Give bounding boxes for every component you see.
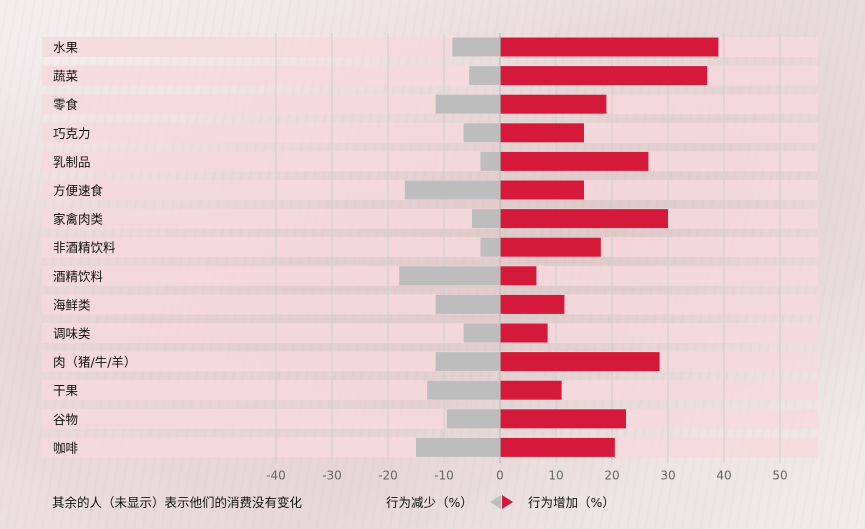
- bar-decrease: [463, 323, 500, 343]
- x-tick-label: 40: [716, 468, 731, 482]
- bar-decrease: [435, 294, 500, 314]
- row-band: [42, 151, 818, 172]
- bar-increase: [500, 437, 615, 457]
- bar-increase: [500, 66, 708, 86]
- x-tick-label: -20: [378, 468, 398, 482]
- bar-increase: [500, 294, 565, 314]
- category-label: 肉（猪/牛/羊）: [53, 355, 136, 370]
- x-tick-label: -40: [266, 468, 286, 482]
- legend-increase-arrow-icon: [502, 495, 513, 509]
- category-label: 酒精饮料: [53, 269, 104, 284]
- bar-decrease: [427, 380, 500, 400]
- row-band: [42, 351, 818, 372]
- category-label: 水果: [53, 40, 79, 55]
- bar-increase: [500, 123, 584, 143]
- footer-note: 其余的人（未显示）表示他们的消费没有变化: [52, 495, 303, 510]
- row-band: [42, 237, 818, 258]
- row-band: [42, 208, 818, 229]
- x-tick-label: 20: [604, 468, 619, 482]
- bar-decrease: [469, 66, 500, 86]
- category-label: 蔬菜: [53, 69, 79, 84]
- bar-decrease: [399, 266, 500, 286]
- x-tick-label: 0: [496, 468, 504, 482]
- category-label: 咖啡: [53, 440, 79, 455]
- x-tick-label: 50: [772, 468, 787, 482]
- bar-increase: [500, 37, 719, 57]
- bar-increase: [500, 94, 607, 114]
- category-label: 调味类: [53, 326, 91, 341]
- bar-increase: [500, 380, 562, 400]
- bar-decrease: [446, 409, 500, 429]
- category-label: 家禽肉类: [53, 212, 104, 227]
- bar-increase: [500, 266, 537, 286]
- row-band: [42, 122, 818, 143]
- category-label: 海鲜类: [53, 297, 91, 312]
- row-band: [42, 408, 818, 429]
- bar-decrease: [463, 123, 500, 143]
- x-tick-label: -30: [322, 468, 342, 482]
- category-label: 非酒精饮料: [53, 240, 116, 255]
- legend-increase-label: 行为增加（%）: [528, 495, 615, 510]
- bar-decrease: [472, 209, 500, 229]
- diverging-bar-chart: 水果蔬菜零食巧克力乳制品方便速食家禽肉类非酒精饮料酒精饮料海鲜类调味类肉（猪/牛…: [42, 33, 818, 482]
- bar-increase: [500, 409, 626, 429]
- bar-increase: [500, 209, 668, 229]
- bar-decrease: [480, 151, 500, 171]
- row-band: [42, 294, 818, 315]
- bar-decrease: [435, 352, 500, 372]
- legend-decrease-arrow-icon: [490, 495, 501, 509]
- legend-decrease-label: 行为减少（%）: [386, 495, 473, 510]
- x-tick-label: 30: [660, 468, 675, 482]
- category-label: 干果: [53, 383, 79, 398]
- bar-increase: [500, 237, 601, 257]
- bar-increase: [500, 323, 548, 343]
- bar-increase: [500, 151, 649, 171]
- category-label: 零食: [53, 97, 79, 112]
- category-label: 方便速食: [53, 183, 104, 198]
- row-band: [42, 323, 818, 343]
- row-band: [42, 94, 818, 115]
- bar-decrease: [435, 94, 500, 114]
- bar-decrease: [404, 180, 500, 200]
- bar-decrease: [452, 37, 500, 57]
- bar-decrease: [416, 437, 500, 457]
- bar-increase: [500, 180, 584, 200]
- category-label: 谷物: [53, 412, 78, 427]
- category-label: 巧克力: [53, 126, 91, 141]
- bar-decrease: [480, 237, 500, 257]
- x-tick-label: 10: [548, 468, 563, 482]
- bar-increase: [500, 352, 660, 372]
- x-tick-label: -10: [434, 468, 454, 482]
- category-label: 乳制品: [53, 154, 91, 169]
